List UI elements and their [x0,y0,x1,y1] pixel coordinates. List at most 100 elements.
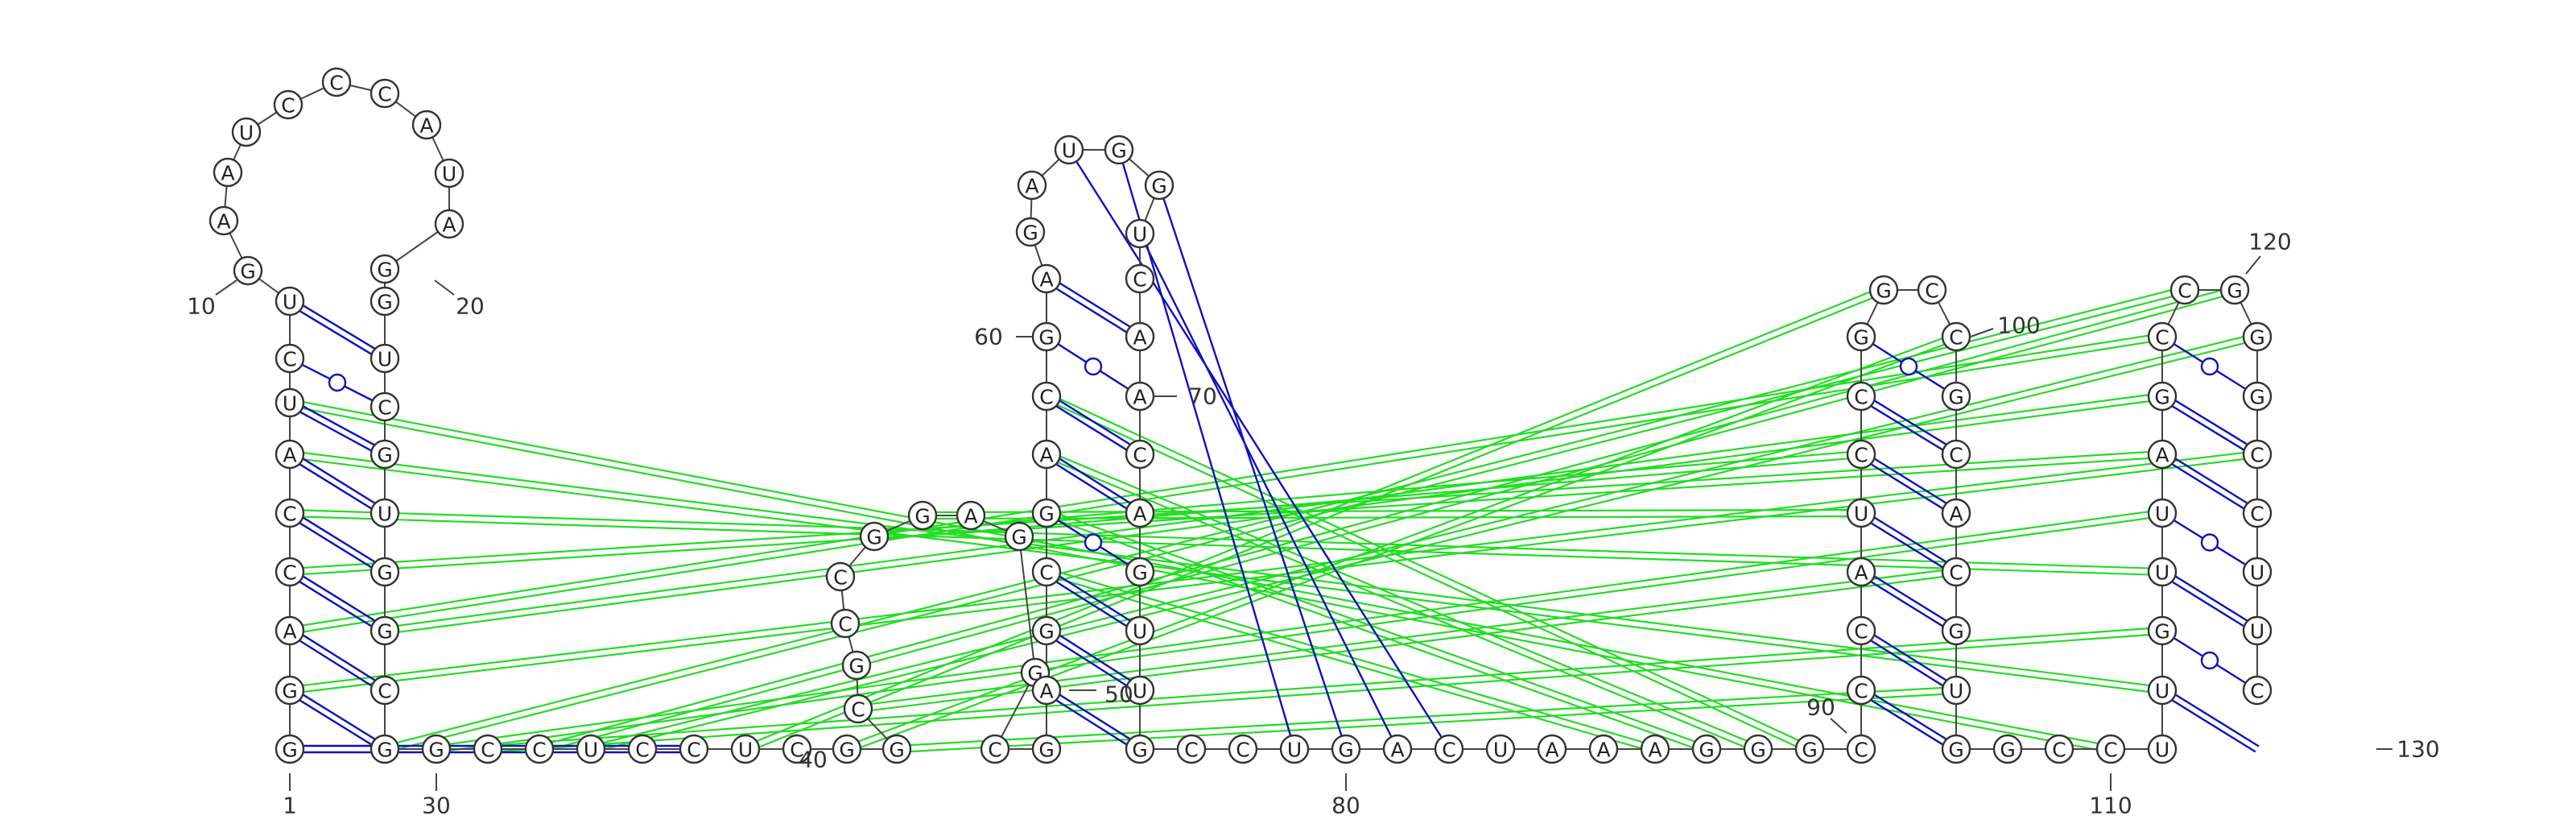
nucleotide-circle [1485,734,1516,764]
nucleotide: G [1691,734,1722,764]
pseudoknot-pair [290,456,2258,695]
nucleotide-circle [275,387,305,418]
number-tick [1830,718,1847,734]
pseudoknot-pair [289,332,2162,629]
pseudoknot-pair [539,292,2236,753]
nucleotide-circle [825,561,856,592]
position-number-label: 110 [2089,793,2132,819]
nucleotide-letter: A [419,114,433,138]
pseudoknot-pair [1044,398,1809,753]
nucleotide-letter: G [377,291,392,314]
nucleotide-circle [2242,381,2273,412]
nucleotide-letter: G [377,561,392,585]
nucleotide-letter: A [1545,739,1558,762]
nucleotide: U [1279,734,1310,764]
nucleotide: G [2147,381,2178,412]
nucleotide: A [275,439,305,470]
nucleotide: G [1004,521,1034,552]
nucleotide-circle [1031,263,1062,294]
nucleotide-circle [2147,321,2178,352]
pseudoknot-pair [289,449,2257,689]
nucleotide-circle [1743,734,1773,764]
nucleotide-circle [275,498,305,528]
nucleotide: C [524,734,555,764]
nucleotide-circle [1846,381,1876,412]
nucleotide-circle [275,557,305,587]
nucleotide-letter: G [1802,739,1817,762]
nucleotide-circle [627,734,658,764]
canonical-pair [291,686,387,747]
position-number-label: 60 [974,324,1003,350]
wobble-pair-marker [2200,533,2219,552]
nucleotide-letter: G [377,444,392,467]
canonical-pair [291,509,387,570]
nucleotide-circle [434,209,464,239]
canonical-pair [291,627,387,689]
nucleotide-circle [275,343,305,374]
position-number-label: 50 [1104,681,1133,708]
nucleotide: C [1228,734,1258,764]
canonical-pair [1047,392,1142,453]
nucleotide-circle [275,439,305,470]
nucleotide: C [679,734,709,764]
nucleotide-letter: U [239,122,254,145]
nucleotide-letter: U [2250,620,2264,644]
nucleotide: C [2147,321,2178,352]
nucleotide-circle [1691,734,1722,764]
nucleotide: G [907,500,938,531]
nucleotide-circle [1031,615,1062,646]
nucleotide: U [369,343,400,374]
nucleotide-letter: G [428,739,444,762]
nucleotide: U [231,117,262,147]
nucleotide-letter: C [1854,739,1868,762]
nucleotide-letter: U [283,291,297,314]
pseudoknot-pair [1046,509,1708,747]
nucleotide: C [830,608,861,639]
nucleotide-letter: C [329,72,343,95]
nucleotide-letter: C [2250,444,2264,467]
nucleotide: A [1125,498,1155,528]
wobble-pair-marker [1899,357,1918,376]
canonical-pair [1047,686,1142,747]
nucleotide-circle [1846,498,1876,528]
nucleotide: C [1434,734,1464,764]
nucleotide-circle [2242,557,2273,587]
nucleotide-letter: G [1038,739,1054,762]
nucleotide: G [1144,170,1174,201]
nucleotide: C [1941,321,1971,352]
nucleotide-circle [1031,439,1062,470]
nucleotide-letter: U [584,739,598,762]
pseudoknot-pair [1045,456,1757,753]
nucleotide-letter: C [481,739,494,762]
wobble-pair-marker [2200,651,2219,670]
nucleotide: C [369,675,400,706]
nucleotide-letter: C [1854,620,1868,644]
nucleotide-letter: C [838,613,852,636]
nucleotide: G [1125,734,1155,764]
nucleotide: U [1485,734,1516,764]
nucleotide-circle [411,110,442,140]
canonical-pair [2160,573,2256,635]
nucleotide-circle [1004,521,1034,552]
nucleotide: G [369,254,400,284]
nucleotide: C [2095,734,2126,764]
canonical-pair [1044,280,1139,341]
canonical-pair [1047,275,1142,335]
nucleotide-letter: U [2250,561,2264,585]
canonical-pair [2160,692,2256,753]
nucleotide: C [369,391,400,422]
nucleotide-circle [679,734,709,764]
nucleotide-letter: A [283,444,296,467]
nucleotide: C [2044,734,2074,764]
nucleotide-letter: A [1648,739,1662,762]
canonical-pair [1862,568,1959,629]
nucleotide-letter: U [1854,503,1868,526]
pseudoknot-pair [1045,573,1655,753]
nucleotide-letter: C [1949,561,1963,585]
nucleotide: A [1017,170,1047,201]
pseudoknot-pair [488,632,2163,754]
nucleotide: G [1104,135,1134,165]
nucleotide: C [627,734,658,764]
nucleotide: A [1125,321,1155,352]
nucleotide-circle [2044,734,2074,764]
